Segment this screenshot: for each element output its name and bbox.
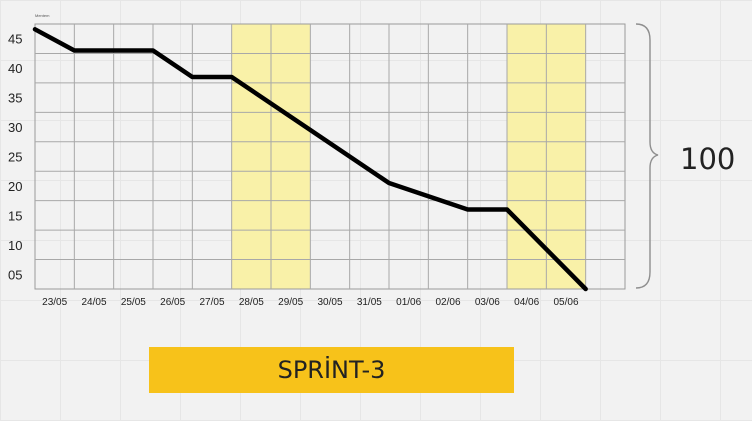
y-tick-label: 35: [8, 91, 22, 106]
highlight-column: [231, 24, 271, 289]
x-tick-label: 03/06: [475, 297, 500, 308]
x-tick-label: 25/05: [121, 297, 146, 308]
highlight-column: [546, 24, 586, 289]
highlight-column: [507, 24, 547, 289]
x-tick-label: 30/05: [317, 297, 342, 308]
x-tick-label: 04/06: [514, 297, 539, 308]
highlight-column: [271, 24, 311, 289]
y-tick-label: 25: [8, 150, 22, 165]
series-line: [32, 27, 588, 292]
y-tick-label: 05: [8, 267, 22, 282]
total-label: 100: [680, 142, 735, 176]
x-tick-label: 26/05: [160, 297, 185, 308]
y-tick-label: 30: [8, 120, 22, 135]
x-tick-label: 02/06: [435, 297, 460, 308]
y-tick-label: 10: [8, 238, 22, 253]
x-tick-label: 31/05: [357, 297, 382, 308]
x-tick-label: 01/06: [396, 297, 421, 308]
x-tick-label: 27/05: [199, 297, 224, 308]
weekend-highlights: [231, 24, 586, 289]
plot-border: [34, 23, 626, 290]
y-axis-ticks: 05 10 15 20 25 30 35 40 45: [8, 32, 22, 283]
x-tick-label: 28/05: [239, 297, 264, 308]
y-tick-label: 15: [8, 208, 22, 223]
sprint-banner: SPRİNT-3: [149, 347, 514, 393]
burndown-series: [32, 27, 588, 292]
x-axis-ticks: 23/05 24/05 25/05 26/05 27/05 28/05 29/05 30/05…: [42, 297, 579, 308]
x-tick-label: 05/06: [553, 297, 578, 308]
x-tick-label: 23/05: [42, 297, 67, 308]
chart-grid: [34, 23, 626, 290]
sprint-label: SPRİNT-3: [277, 356, 386, 384]
chart-corner-label: Mentem: [35, 13, 50, 18]
total-brace: [635, 23, 659, 289]
y-tick-label: 45: [8, 32, 22, 47]
x-tick-label: 29/05: [278, 297, 303, 308]
y-tick-label: 20: [8, 179, 22, 194]
y-tick-label: 40: [8, 61, 22, 76]
x-tick-label: 24/05: [81, 297, 106, 308]
